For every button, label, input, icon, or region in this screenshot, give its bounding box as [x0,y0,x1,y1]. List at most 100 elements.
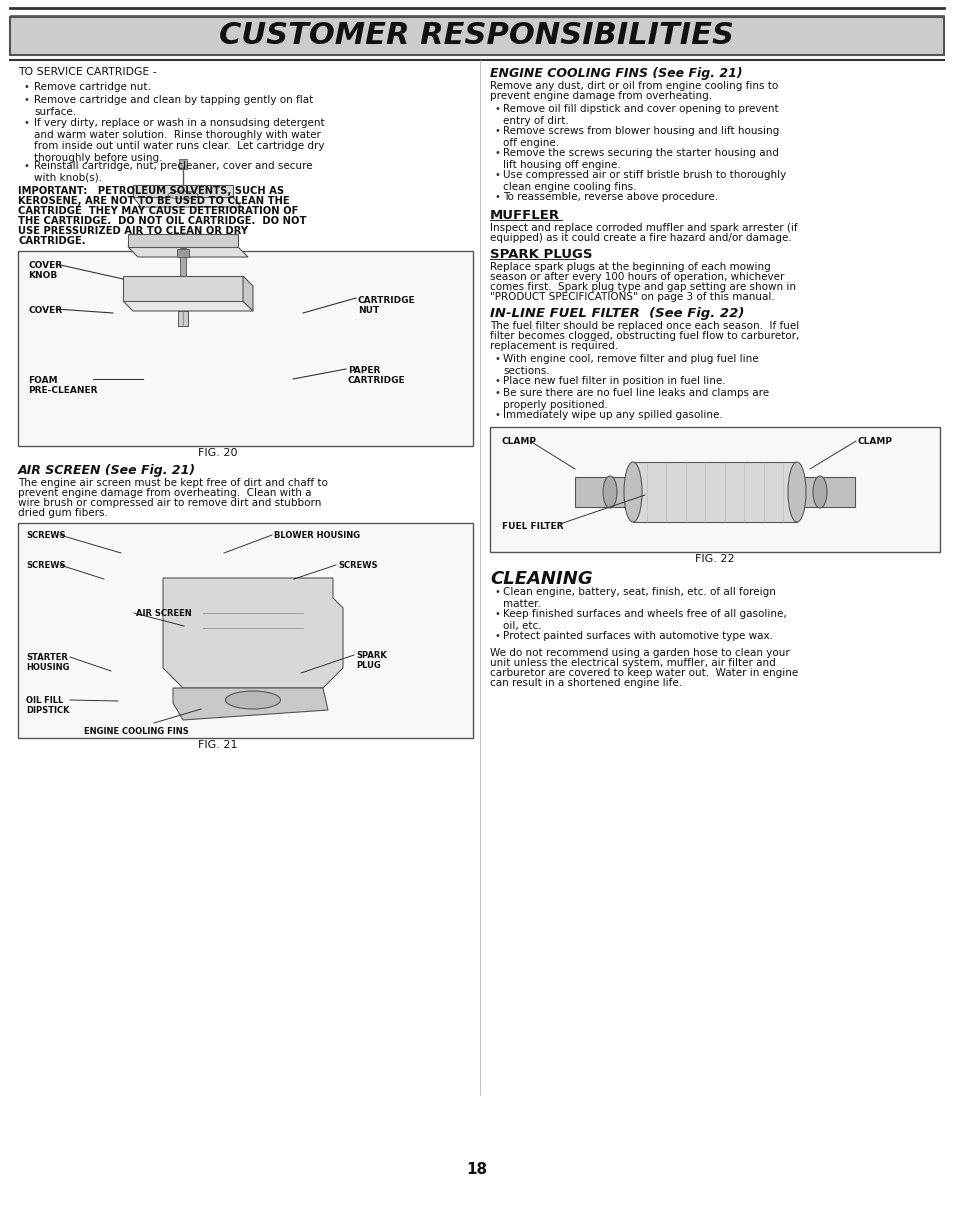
Text: FIG. 20: FIG. 20 [198,448,237,458]
Text: •: • [23,81,29,92]
Text: filter becomes clogged, obstructing fuel flow to carburetor,: filter becomes clogged, obstructing fuel… [490,330,799,341]
Text: •: • [495,409,500,420]
Text: •: • [495,375,500,386]
Text: Place new fuel filter in position in fuel line.: Place new fuel filter in position in fue… [502,375,725,386]
Text: wire brush or compressed air to remove dirt and stubborn: wire brush or compressed air to remove d… [18,498,321,508]
Ellipse shape [168,191,198,199]
FancyBboxPatch shape [10,17,943,55]
Text: •: • [495,170,500,180]
Text: CARTRIDGE.: CARTRIDGE. [18,236,86,245]
Text: equipped) as it could create a fire hazard and/or damage.: equipped) as it could create a fire haza… [490,233,791,243]
Text: TO SERVICE CARTRIDGE -: TO SERVICE CARTRIDGE - [18,67,156,77]
Bar [178,311,188,326]
Text: unit unless the electrical system, muffler, air filter and: unit unless the electrical system, muffl… [490,659,775,668]
Text: SCREWS: SCREWS [26,561,66,570]
Text: FUEL FILTER: FUEL FILTER [501,522,563,531]
Text: USE PRESSURIZED AIR TO CLEAN OR DRY: USE PRESSURIZED AIR TO CLEAN OR DRY [18,226,248,236]
Text: With engine cool, remove filter and plug fuel line
sections.: With engine cool, remove filter and plug… [502,354,758,375]
Text: AIR SCREEN: AIR SCREEN [136,609,192,618]
Polygon shape [575,477,633,507]
Text: SCREWS: SCREWS [337,561,377,570]
Text: SCREWS: SCREWS [26,531,66,539]
Text: •: • [23,118,29,128]
Text: Clean engine, battery, seat, finish, etc. of all foreign
matter.: Clean engine, battery, seat, finish, etc… [502,587,775,609]
Text: comes first.  Spark plug type and gap setting are shown in: comes first. Spark plug type and gap set… [490,282,795,292]
Text: IN-LINE FUEL FILTER  (See Fig. 22): IN-LINE FUEL FILTER (See Fig. 22) [490,307,743,320]
Text: Remove any dust, dirt or oil from engine cooling fins to: Remove any dust, dirt or oil from engine… [490,81,778,91]
Text: Inspect and replace corroded muffler and spark arrester (if: Inspect and replace corroded muffler and… [490,224,797,233]
Text: dried gum fibers.: dried gum fibers. [18,508,108,518]
Text: Keep finished surfaces and wheels free of all gasoline,
oil, etc.: Keep finished surfaces and wheels free o… [502,609,786,631]
Polygon shape [128,234,237,247]
Text: ENGINE COOLING FINS: ENGINE COOLING FINS [84,727,189,736]
Polygon shape [128,247,248,258]
Text: •: • [495,587,500,597]
Text: can result in a shortened engine life.: can result in a shortened engine life. [490,678,681,688]
Text: Remove screws from blower housing and lift housing
off engine.: Remove screws from blower housing and li… [502,126,779,147]
Text: •: • [23,162,29,171]
Polygon shape [132,185,233,197]
Text: CLAMP: CLAMP [857,437,892,446]
Text: •: • [495,354,500,364]
Polygon shape [123,276,243,301]
Text: AIR SCREEN (See Fig. 21): AIR SCREEN (See Fig. 21) [18,464,196,477]
Text: Remove cartridge nut.: Remove cartridge nut. [34,81,151,92]
Text: •: • [495,388,500,399]
Text: •: • [495,631,500,642]
Polygon shape [163,578,343,688]
FancyBboxPatch shape [490,426,939,552]
Text: Use compressed air or stiff bristle brush to thoroughly
clean engine cooling fin: Use compressed air or stiff bristle brus… [502,170,785,192]
Text: •: • [495,609,500,618]
Text: If very dirty, replace or wash in a nonsudsing detergent
and warm water solution: If very dirty, replace or wash in a nons… [34,118,324,163]
FancyBboxPatch shape [18,522,473,738]
Text: The engine air screen must be kept free of dirt and chaff to: The engine air screen must be kept free … [18,477,328,488]
Polygon shape [132,197,241,207]
Text: OIL FILL
DIPSTICK: OIL FILL DIPSTICK [26,696,70,716]
Text: CLAMP: CLAMP [501,437,537,446]
Ellipse shape [602,476,617,508]
Ellipse shape [623,462,641,522]
Text: Remove oil fill dipstick and cover opening to prevent
entry of dirt.: Remove oil fill dipstick and cover openi… [502,104,778,125]
Text: MUFFLER: MUFFLER [490,209,559,222]
Text: SPARK PLUGS: SPARK PLUGS [490,248,592,261]
Text: "PRODUCT SPECIFICATIONS" on page 3 of this manual.: "PRODUCT SPECIFICATIONS" on page 3 of th… [490,292,774,303]
Bar [177,249,189,258]
Text: Replace spark plugs at the beginning of each mowing: Replace spark plugs at the beginning of … [490,262,770,272]
Text: FIG. 21: FIG. 21 [198,740,237,750]
Ellipse shape [787,462,805,522]
Bar [180,248,186,276]
Text: •: • [495,192,500,202]
Text: ENGINE COOLING FINS (See Fig. 21): ENGINE COOLING FINS (See Fig. 21) [490,67,741,80]
Polygon shape [633,462,796,522]
Text: COVER: COVER [28,306,62,315]
Bar [179,159,187,169]
Text: BLOWER HOUSING: BLOWER HOUSING [274,531,359,539]
Text: prevent engine damage from overheating.: prevent engine damage from overheating. [490,91,711,101]
Text: The fuel filter should be replaced once each season.  If fuel: The fuel filter should be replaced once … [490,321,799,330]
Text: •: • [495,148,500,158]
Text: SPARK
PLUG: SPARK PLUG [355,651,386,671]
Polygon shape [172,688,328,720]
Text: Protect painted surfaces with automotive type wax.: Protect painted surfaces with automotive… [502,631,772,642]
Polygon shape [796,477,854,507]
Text: Reinstall cartridge, nut, precleaner, cover and secure
with knob(s).: Reinstall cartridge, nut, precleaner, co… [34,162,313,182]
Text: CUSTOMER RESPONSIBILITIES: CUSTOMER RESPONSIBILITIES [219,22,734,51]
Text: PAPER
CARTRIDGE: PAPER CARTRIDGE [348,366,405,385]
Text: 18: 18 [466,1163,487,1177]
Text: Remove cartridge and clean by tapping gently on flat
surface.: Remove cartridge and clean by tapping ge… [34,95,313,117]
Text: •: • [495,126,500,136]
Text: season or after every 100 hours of operation, whichever: season or after every 100 hours of opera… [490,272,783,282]
Text: Be sure there are no fuel line leaks and clamps are
properly positioned.: Be sure there are no fuel line leaks and… [502,388,768,409]
Text: CARTRIDGE
NUT: CARTRIDGE NUT [357,296,416,316]
Text: IMPORTANT:   PETROLEUM SOLVENTS, SUCH AS: IMPORTANT: PETROLEUM SOLVENTS, SUCH AS [18,186,284,196]
Text: carburetor are covered to keep water out.  Water in engine: carburetor are covered to keep water out… [490,668,798,678]
Text: CLEANING: CLEANING [490,570,592,588]
Text: COVER
KNOB: COVER KNOB [28,261,62,281]
Text: KEROSENE, ARE NOT TO BE USED TO CLEAN THE: KEROSENE, ARE NOT TO BE USED TO CLEAN TH… [18,196,290,207]
Text: We do not recommend using a garden hose to clean your: We do not recommend using a garden hose … [490,648,789,659]
Text: FOAM
PRE-CLEANER: FOAM PRE-CLEANER [28,375,97,395]
Text: replacement is required.: replacement is required. [490,341,618,351]
Text: •: • [495,104,500,114]
Polygon shape [243,276,253,311]
Text: To reassemble, reverse above procedure.: To reassemble, reverse above procedure. [502,192,718,202]
